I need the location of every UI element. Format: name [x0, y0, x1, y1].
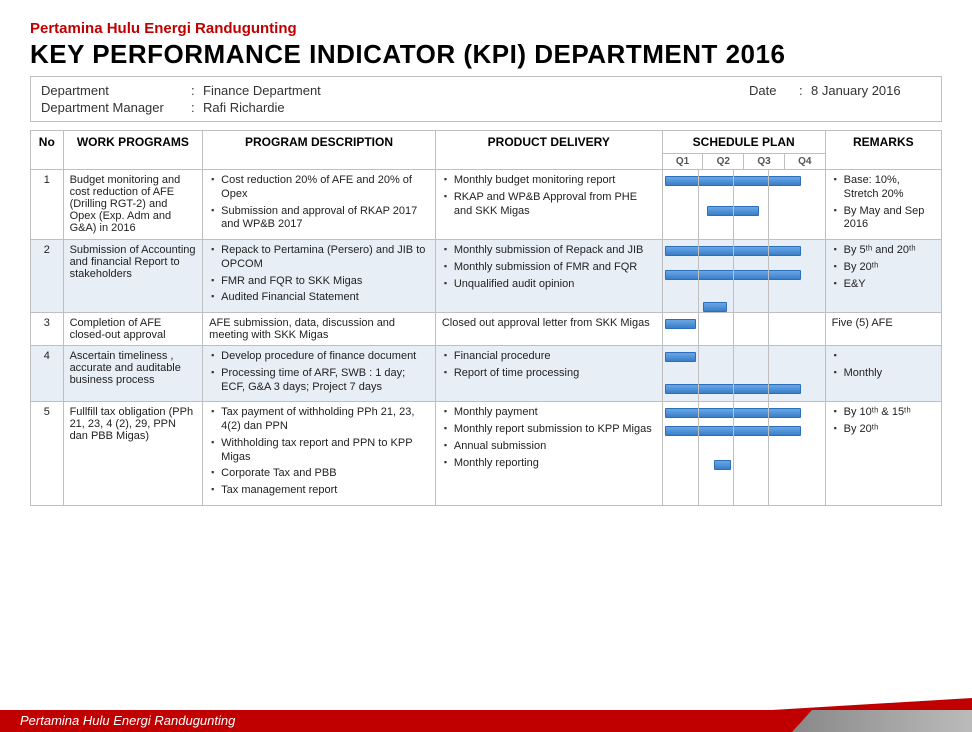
list-item: Monthly submission of Repack and JIB: [442, 244, 656, 258]
cell-desc: Cost reduction 20% of AFE and 20% of Ope…: [203, 170, 436, 240]
list-item: Monthly submission of FMR and FQR: [442, 261, 656, 275]
col-q4: Q4: [784, 154, 825, 170]
mgr-value: Rafi Richardie: [203, 100, 749, 115]
table-row: 5Fullfill tax obligation (PPh 21, 23, 4 …: [31, 402, 942, 506]
footer: Pertamina Hulu Energi Randugunting: [0, 698, 972, 732]
cell-schedule: [662, 170, 825, 240]
cell-desc: Tax payment of withholding PPh 21, 23, 4…: [203, 402, 436, 506]
list-item: Monthly budget monitoring report: [442, 174, 656, 188]
list-item: Processing time of ARF, SWB : 1 day; ECF…: [209, 367, 429, 395]
list-item: E&Y: [832, 278, 935, 292]
col-deliv: PRODUCT DELIVERY: [435, 131, 662, 170]
cell-deliv: Monthly submission of Repack and JIB Mont…: [435, 240, 662, 313]
cell-work: Budget monitoring and cost reduction of …: [63, 170, 203, 240]
list-item: Unqualified audit opinion: [442, 278, 656, 292]
col-no: No: [31, 131, 64, 170]
list-item: Tax management report: [209, 484, 429, 498]
list-item: Monthly payment: [442, 406, 656, 420]
cell-schedule: [662, 402, 825, 506]
list-item: RKAP and WP&B Approval from PHE and SKK …: [442, 191, 656, 219]
page-title: KEY PERFORMANCE INDICATOR (KPI) DEPARTME…: [30, 39, 942, 70]
date-value: 8 January 2016: [811, 83, 931, 98]
gantt-bar: [703, 302, 727, 312]
cell-desc: Develop procedure of finance document Pro…: [203, 346, 436, 402]
cell-no: 2: [31, 240, 64, 313]
cell-deliv: Closed out approval letter from SKK Miga…: [435, 313, 662, 346]
kpi-table: No WORK PROGRAMS PROGRAM DESCRIPTION PRO…: [30, 130, 942, 506]
table-row: 2Submission of Accounting and financial …: [31, 240, 942, 313]
mgr-label: Department Manager: [41, 100, 191, 115]
cell-schedule: [662, 240, 825, 313]
page: Pertamina Hulu Energi Randugunting KEY P…: [0, 0, 972, 506]
cell-deliv: Monthly payment Monthly report submission…: [435, 402, 662, 506]
col-q1: Q1: [662, 154, 703, 170]
list-item: Tax payment of withholding PPh 21, 23, 4…: [209, 406, 429, 434]
list-item: By May and Sep 2016: [832, 205, 935, 233]
company-name: Pertamina Hulu Energi Randugunting: [30, 20, 942, 37]
cell-remarks: Base: 10%, Stretch 20% By May and Sep 201…: [825, 170, 941, 240]
header-info: Department : Finance Department Date : 8…: [30, 76, 942, 122]
list-item: Monthly reporting: [442, 457, 656, 471]
cell-desc: Repack to Pertamina (Persero) and JIB to…: [203, 240, 436, 313]
list-item: Repack to Pertamina (Persero) and JIB to…: [209, 244, 429, 272]
footer-accent: [792, 710, 972, 732]
col-desc: PROGRAM DESCRIPTION: [203, 131, 436, 170]
cell-no: 5: [31, 402, 64, 506]
list-item: Base: 10%, Stretch 20%: [832, 174, 935, 202]
cell-desc: AFE submission, data, discussion and mee…: [203, 313, 436, 346]
cell-no: 1: [31, 170, 64, 240]
gantt-bar: [665, 352, 696, 362]
col-sched: SCHEDULE PLAN: [662, 131, 825, 154]
date-label: Date: [749, 83, 799, 98]
col-work: WORK PROGRAMS: [63, 131, 203, 170]
list-item: By 10ᵗʰ & 15ᵗʰ: [832, 406, 935, 420]
cell-schedule: [662, 313, 825, 346]
list-item: Financial procedure: [442, 350, 656, 364]
cell-deliv: Financial procedure Report of time proces…: [435, 346, 662, 402]
gantt-bar: [714, 460, 731, 470]
cell-deliv: Monthly budget monitoring report RKAP and…: [435, 170, 662, 240]
list-item: Corporate Tax and PBB: [209, 467, 429, 481]
list-item: Submission and approval of RKAP 2017 and…: [209, 205, 429, 233]
dept-value: Finance Department: [203, 83, 749, 98]
list-item: FMR and FQR to SKK Migas: [209, 275, 429, 289]
cell-schedule: [662, 346, 825, 402]
table-row: 4Ascertain timeliness , accurate and aud…: [31, 346, 942, 402]
gantt-bar: [665, 319, 696, 329]
list-item: Cost reduction 20% of AFE and 20% of Ope…: [209, 174, 429, 202]
cell-remarks: By 10ᵗʰ & 15ᵗʰ By 20ᵗʰ: [825, 402, 941, 506]
list-item: By 20ᵗʰ: [832, 261, 935, 275]
list-item: By 5ᵗʰ and 20ᵗʰ: [832, 244, 935, 258]
list-item: Audited Financial Statement: [209, 291, 429, 305]
table-row: 3Completion of AFE closed-out approvalAF…: [31, 313, 942, 346]
table-row: 1Budget monitoring and cost reduction of…: [31, 170, 942, 240]
col-q2: Q2: [703, 154, 744, 170]
cell-remarks: Monthly: [825, 346, 941, 402]
list-item: Report of time processing: [442, 367, 656, 381]
col-q3: Q3: [744, 154, 785, 170]
cell-work: Fullfill tax obligation (PPh 21, 23, 4 (…: [63, 402, 203, 506]
list-item: By 20ᵗʰ: [832, 423, 935, 437]
footer-wedge: [772, 698, 972, 710]
cell-remarks: Five (5) AFE: [825, 313, 941, 346]
cell-remarks: By 5ᵗʰ and 20ᵗʰ By 20ᵗʰ E&Y: [825, 240, 941, 313]
col-rem: REMARKS: [825, 131, 941, 170]
list-item: Develop procedure of finance document: [209, 350, 429, 364]
list-item: Monthly: [832, 367, 935, 381]
cell-no: 3: [31, 313, 64, 346]
dept-label: Department: [41, 83, 191, 98]
list-item: Monthly report submission to KPP Migas: [442, 423, 656, 437]
cell-no: 4: [31, 346, 64, 402]
list-item: Annual submission: [442, 440, 656, 454]
list-item: Withholding tax report and PPN to KPP Mi…: [209, 437, 429, 465]
cell-work: Completion of AFE closed-out approval: [63, 313, 203, 346]
cell-work: Submission of Accounting and financial R…: [63, 240, 203, 313]
cell-work: Ascertain timeliness , accurate and audi…: [63, 346, 203, 402]
